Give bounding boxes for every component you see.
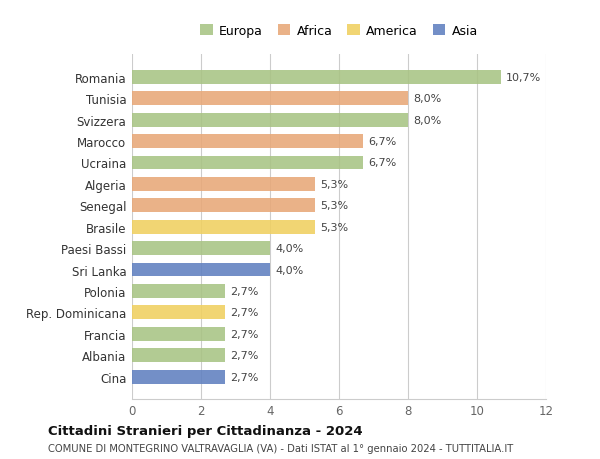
Text: 10,7%: 10,7% xyxy=(506,73,542,83)
Bar xyxy=(132,370,225,384)
Legend: Europa, Africa, America, Asia: Europa, Africa, America, Asia xyxy=(195,20,483,43)
Text: 2,7%: 2,7% xyxy=(230,308,259,318)
Text: 2,7%: 2,7% xyxy=(230,350,259,360)
Bar xyxy=(132,327,225,341)
Bar xyxy=(132,71,501,84)
Bar xyxy=(132,178,315,191)
Text: 5,3%: 5,3% xyxy=(320,179,348,190)
Bar xyxy=(132,220,315,234)
Text: Cittadini Stranieri per Cittadinanza - 2024: Cittadini Stranieri per Cittadinanza - 2… xyxy=(48,424,362,437)
Bar xyxy=(132,263,270,277)
Bar xyxy=(132,156,363,170)
Text: 5,3%: 5,3% xyxy=(320,201,348,211)
Text: 2,7%: 2,7% xyxy=(230,286,259,296)
Text: 8,0%: 8,0% xyxy=(413,94,442,104)
Bar xyxy=(132,92,408,106)
Bar xyxy=(132,241,270,256)
Text: 8,0%: 8,0% xyxy=(413,115,442,125)
Text: 6,7%: 6,7% xyxy=(368,137,397,147)
Bar xyxy=(132,284,225,298)
Bar xyxy=(132,306,225,319)
Text: 4,0%: 4,0% xyxy=(275,244,304,253)
Text: 2,7%: 2,7% xyxy=(230,372,259,382)
Bar xyxy=(132,199,315,213)
Text: COMUNE DI MONTEGRINO VALTRAVAGLIA (VA) - Dati ISTAT al 1° gennaio 2024 - TUTTITA: COMUNE DI MONTEGRINO VALTRAVAGLIA (VA) -… xyxy=(48,443,513,453)
Text: 2,7%: 2,7% xyxy=(230,329,259,339)
Bar xyxy=(132,113,408,127)
Text: 5,3%: 5,3% xyxy=(320,222,348,232)
Bar xyxy=(132,135,363,149)
Text: 6,7%: 6,7% xyxy=(368,158,397,168)
Text: 4,0%: 4,0% xyxy=(275,265,304,275)
Bar xyxy=(132,348,225,362)
